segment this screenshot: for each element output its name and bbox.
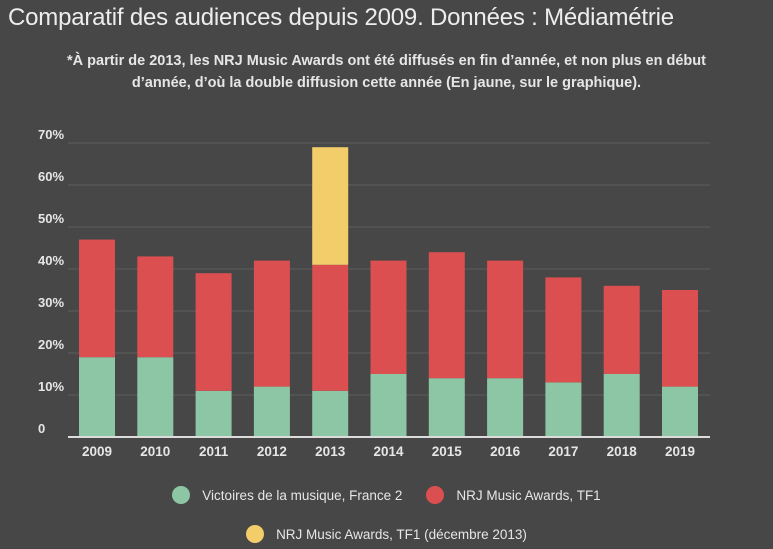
bar-2018-series-1 xyxy=(603,285,640,374)
y-tick-label: 50% xyxy=(38,211,64,226)
bar-2015-series-0 xyxy=(428,378,465,437)
legend-item-nrj-december: NRJ Music Awards, TF1 (décembre 2013) xyxy=(246,525,527,543)
bar-2016-series-0 xyxy=(487,378,524,437)
bar-2011-series-1 xyxy=(195,273,232,391)
x-tick-label-2018: 2018 xyxy=(607,444,638,459)
bar-2017-series-0 xyxy=(545,382,582,437)
x-tick-label-2015: 2015 xyxy=(432,444,463,459)
y-tick-label: 10% xyxy=(38,379,64,394)
legend-swatch-nrj-december xyxy=(246,525,265,543)
chart-title: Comparatif des audiences depuis 2009. Do… xyxy=(8,4,674,31)
y-tick-label: 60% xyxy=(38,169,64,184)
bar-2014-series-1 xyxy=(370,260,407,374)
x-tick-label-2017: 2017 xyxy=(548,444,578,459)
bar-2019-series-1 xyxy=(662,290,698,387)
legend-swatch-nrj xyxy=(426,486,445,504)
x-tick-label-2013: 2013 xyxy=(315,444,346,459)
legend-label-nrj-december: NRJ Music Awards, TF1 (décembre 2013) xyxy=(276,526,527,542)
bar-2018-series-0 xyxy=(603,374,640,437)
legend-item-nrj: NRJ Music Awards, TF1 xyxy=(426,486,601,504)
legend-label-victoires: Victoires de la musique, France 2 xyxy=(202,487,403,503)
bar-2012-series-1 xyxy=(253,260,290,387)
legend-row-1: Victoires de la musique, France 2 NRJ Mu… xyxy=(0,486,773,504)
bar-2015-series-1 xyxy=(428,252,465,379)
y-tick-label: 20% xyxy=(38,337,64,352)
y-tick-label: 70% xyxy=(38,127,64,142)
chart-subtitle: *À partir de 2013, les NRJ Music Awards … xyxy=(67,53,706,91)
bar-2013-series-0 xyxy=(312,390,349,437)
x-tick-label-2019: 2019 xyxy=(665,444,695,459)
bar-2019-series-0 xyxy=(662,386,698,437)
x-tick-label-2012: 2012 xyxy=(257,444,287,459)
x-tick-label-2010: 2010 xyxy=(140,444,170,459)
bar-2009-series-1 xyxy=(79,239,115,358)
x-tick-label-2011: 2011 xyxy=(199,444,229,459)
x-tick-label-2014: 2014 xyxy=(373,444,404,459)
legend-label-nrj: NRJ Music Awards, TF1 xyxy=(456,487,601,503)
bar-2013-series-2 xyxy=(312,147,349,265)
y-tick-label: 30% xyxy=(38,295,64,310)
y-tick-label: 0 xyxy=(38,421,45,436)
legend-item-victoires: Victoires de la musique, France 2 xyxy=(172,486,402,504)
bar-2012-series-0 xyxy=(253,386,290,437)
bar-2014-series-0 xyxy=(370,374,407,437)
legend-swatch-victoires xyxy=(172,486,191,504)
x-tick-label-2016: 2016 xyxy=(490,444,521,459)
bar-2017-series-1 xyxy=(545,277,582,383)
bar-2011-series-0 xyxy=(195,390,232,437)
x-tick-label-2009: 2009 xyxy=(82,444,112,459)
y-tick-label: 40% xyxy=(38,253,64,268)
bar-2009-series-0 xyxy=(79,357,115,437)
bar-2016-series-1 xyxy=(487,260,524,379)
legend-row-2: NRJ Music Awards, TF1 (décembre 2013) xyxy=(0,525,773,543)
bar-2010-series-0 xyxy=(137,357,174,437)
bar-2013-series-1 xyxy=(312,264,349,391)
bar-2010-series-1 xyxy=(137,256,174,358)
